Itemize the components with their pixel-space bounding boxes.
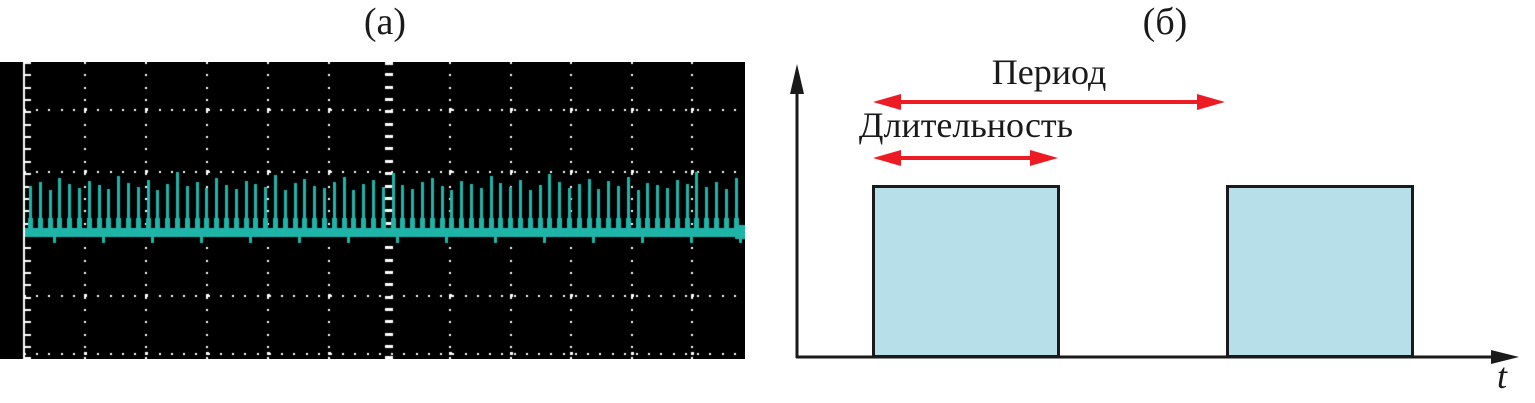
panel-b-caption: (б) (1142, 1, 1188, 43)
time-axis-label: t (1497, 356, 1508, 396)
pulse-rect-2 (1226, 185, 1414, 358)
y-axis-arrowhead (790, 64, 804, 94)
duration-label: Длительность (858, 105, 1074, 145)
period-label: Период (991, 52, 1107, 92)
y-axis (790, 64, 804, 358)
duration-arrow (873, 150, 1058, 166)
oscilloscope-screen (0, 62, 745, 359)
panel-a-caption: (а) (363, 1, 407, 43)
pulse-rect-1 (872, 185, 1060, 358)
x-axis (796, 350, 1519, 364)
oscilloscope-waveform-canvas (0, 62, 745, 359)
